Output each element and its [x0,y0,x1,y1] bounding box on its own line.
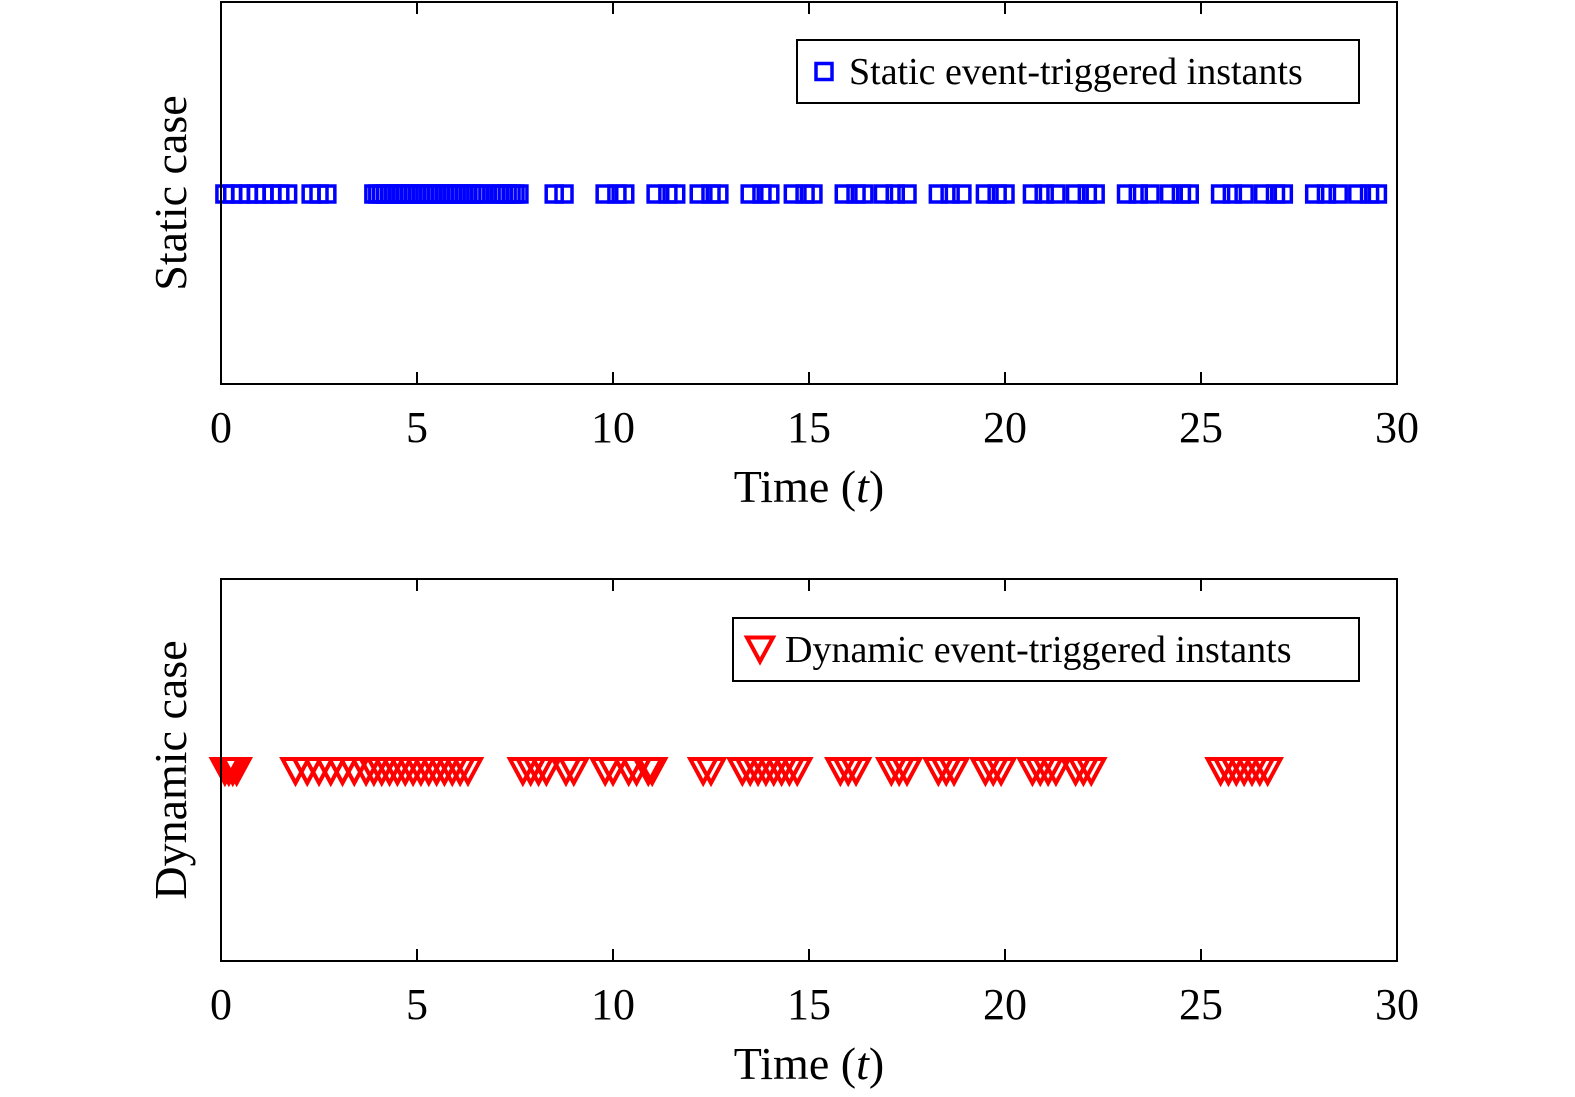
static-markers [215,184,1388,204]
x-tick-label: 15 [787,980,831,1029]
legend-label: Dynamic event-triggered instants [785,629,1292,671]
data-point-triangle [694,757,728,788]
x-axis-label: Time (t) [734,461,884,512]
data-point-triangle [937,757,971,788]
data-point-square [646,184,666,204]
data-point-triangle [1251,757,1284,788]
y-axis-label: Static case [145,95,196,290]
data-point-square [1034,184,1054,204]
legend-marker-triangle [743,635,777,666]
data-point-square [783,184,804,204]
data-point-square [873,184,894,204]
x-axis-label: Time (t) [734,1038,884,1089]
x-tick-label: 0 [210,980,232,1029]
data-point-square [1128,184,1149,204]
data-point-square [1253,184,1274,204]
x-tick-label: 25 [1179,403,1223,452]
data-point-square [1116,184,1137,204]
data-point-square [1179,184,1199,204]
data-point-square [854,184,874,204]
data-point-square [544,184,564,204]
data-point-square [940,184,960,204]
y-axis-label: Dynamic case [145,640,196,899]
data-point-square [1367,184,1388,204]
data-point-square [709,184,729,204]
data-point-square [554,184,574,204]
data-point-square [975,184,996,204]
data-point-square [1328,184,1348,204]
data-point-triangle [635,757,669,788]
x-tick-label: 20 [983,980,1027,1029]
data-point-square [1273,184,1294,204]
x-tick-label: 25 [1179,980,1223,1029]
data-point-triangle [780,757,814,788]
data-point-square [995,184,1015,204]
data-point-square [1348,184,1368,204]
data-point-square [952,184,972,204]
data-point-square [595,184,615,204]
legend-marker-square [814,61,834,82]
data-point-square [760,184,780,204]
x-ticks: 0 5 10 15 20 25 30 [210,2,1419,452]
data-point-triangle [220,757,254,788]
legend: Static event-triggered instants [796,39,1360,104]
data-point-square [1159,184,1180,204]
data-point-triangle [984,757,1018,788]
static-case-panel: 0 5 10 15 20 25 30 Time (t) Static case Static… [145,1,1419,512]
data-point-square [1022,184,1043,204]
data-point-square [1065,184,1086,204]
x-tick-label: 0 [210,403,232,452]
data-point-triangle [1039,757,1073,788]
legend-label: Static event-triggered instants [849,51,1303,93]
data-point-square [277,184,298,204]
x-tick-label: 5 [406,980,428,1029]
legend-box [796,39,1360,104]
data-point-square [1222,184,1243,204]
data-point-triangle [557,757,591,788]
data-point-square [740,184,760,204]
data-point-triangle [596,757,630,788]
data-point-square [885,184,905,204]
data-point-square [1046,184,1066,204]
legend: Dynamic event-triggered instants [732,617,1360,682]
legend-square-icon [814,61,834,82]
x-tick-label: 20 [983,403,1027,452]
data-point-square [317,184,337,204]
data-point-triangle [451,757,485,788]
data-point-triangle [890,757,924,788]
data-point-triangle [530,757,563,788]
x-ticks: 0 5 10 15 20 25 30 [210,579,1419,1029]
data-point-square [1316,184,1337,204]
x-tick-label: 30 [1375,403,1419,452]
x-tick-label: 15 [787,403,831,452]
data-point-triangle [1074,757,1108,788]
data-point-square [928,184,949,204]
x-tick-label: 10 [591,403,635,452]
data-point-triangle [839,757,873,788]
dynamic-markers [208,757,1284,788]
data-point-square [1210,184,1231,204]
x-tick-label: 30 [1375,980,1419,1029]
data-point-square [1085,184,1105,204]
data-point-square [665,184,686,204]
legend-triangle-icon [743,635,777,666]
data-point-square [1140,184,1160,204]
data-point-square [615,184,635,204]
dynamic-case-panel: 0 5 10 15 20 25 30 Time (t) Dynamic case Dynam… [145,578,1419,1089]
data-point-square [1234,184,1254,204]
data-point-square [834,184,855,204]
x-tick-label: 10 [591,980,635,1029]
legend-box [732,617,1360,682]
x-tick-label: 5 [406,403,428,452]
data-point-square [897,184,917,204]
data-point-square [803,184,823,204]
data-point-square [689,184,709,204]
data-point-square [509,184,529,204]
data-point-square [1304,184,1325,204]
